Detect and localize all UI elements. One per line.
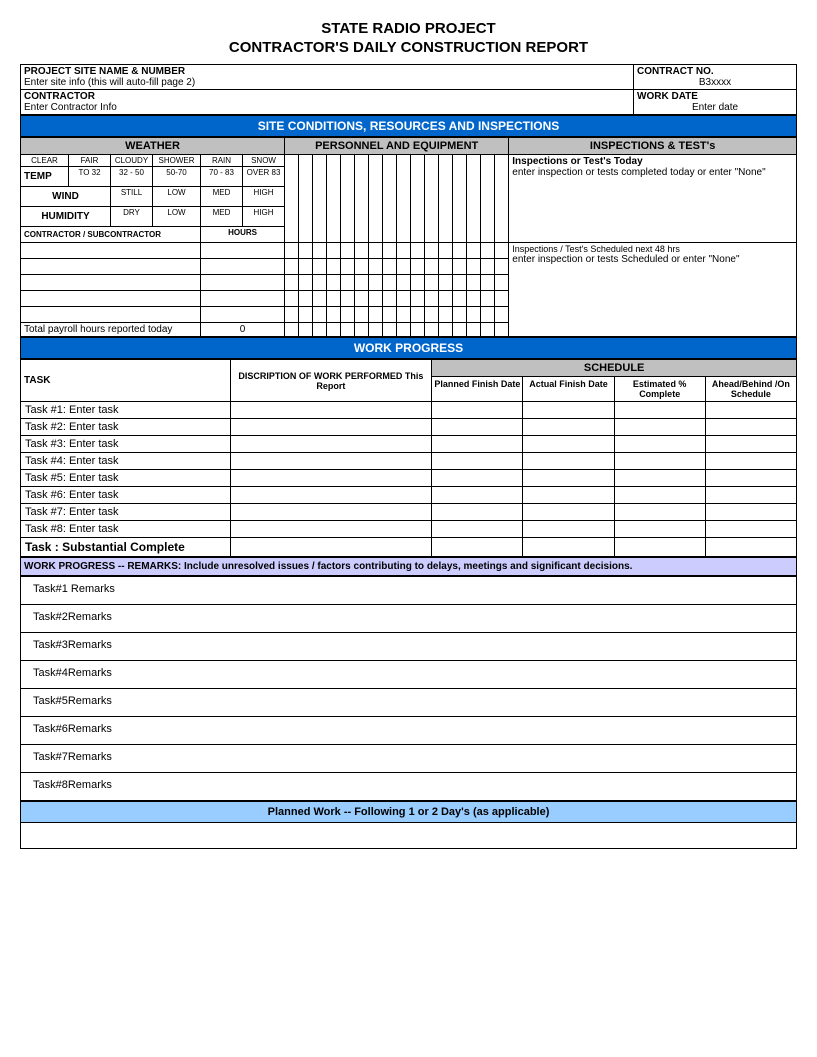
weather-header: WEATHER (21, 138, 285, 155)
hours-label: HOURS (201, 227, 285, 243)
planned-work-table: Planned Work -- Following 1 or 2 Day's (… (20, 801, 797, 849)
wind-label: WIND (21, 187, 111, 207)
temp-4: OVER 83 (243, 167, 285, 187)
insp-today-value[interactable]: enter inspection or tests completed toda… (512, 167, 793, 178)
report-title-2: CONTRACTOR'S DAILY CONSTRUCTION REPORT (20, 39, 797, 56)
weather-col-1: FAIR (69, 155, 111, 167)
remark-row[interactable]: Task#6Remarks (21, 717, 797, 745)
task-row: Task #5: Enter task (21, 470, 797, 487)
pe-col[interactable] (285, 155, 299, 243)
task-row: Task #8: Enter task (21, 521, 797, 538)
site-conditions-header: SITE CONDITIONS, RESOURCES AND INSPECTIO… (20, 115, 797, 137)
sched-col-0: Planned Finish Date (432, 377, 523, 402)
contractor-label: CONTRACTOR (24, 91, 630, 102)
contract-label: CONTRACT NO. (637, 66, 793, 77)
total-payroll-value: 0 (201, 323, 285, 337)
task-row: Task #1: Enter task (21, 402, 797, 419)
temp-3: 70 - 83 (201, 167, 243, 187)
task-row: Task #2: Enter task (21, 419, 797, 436)
wind-2: MED (201, 187, 243, 207)
desc-header: DISCRIPTION OF WORK PERFORMED This Repor… (230, 360, 432, 402)
hum-2: MED (201, 207, 243, 227)
remark-row[interactable]: Task#5Remarks (21, 689, 797, 717)
hum-0: DRY (111, 207, 153, 227)
personnel-header: PERSONNEL AND EQUIPMENT (285, 138, 509, 155)
work-progress-header: WORK PROGRESS (20, 337, 797, 359)
hum-1: LOW (153, 207, 201, 227)
remark-row[interactable]: Task#4Remarks (21, 661, 797, 689)
workdate-value[interactable]: Enter date (637, 102, 793, 113)
schedule-header: SCHEDULE (432, 360, 797, 377)
planned-work-header: Planned Work -- Following 1 or 2 Day's (… (21, 802, 797, 823)
inspections-header: INSPECTIONS & TEST's (509, 138, 797, 155)
task-row: Task #7: Enter task (21, 504, 797, 521)
remark-row[interactable]: Task#2Remarks (21, 605, 797, 633)
contractor-sub-label: CONTRACTOR / SUBCONTRACTOR (21, 227, 201, 243)
total-payroll-label: Total payroll hours reported today (21, 323, 201, 337)
site-conditions-table: WEATHER PERSONNEL AND EQUIPMENT INSPECTI… (20, 137, 797, 337)
report-title-1: STATE RADIO PROJECT (20, 20, 797, 37)
header-table: PROJECT SITE NAME & NUMBER Enter site in… (20, 64, 797, 115)
contractor-value[interactable]: Enter Contractor Info (24, 102, 630, 113)
sched-col-3: Ahead/Behind /On Schedule (705, 377, 796, 402)
contract-value[interactable]: B3xxxx (637, 77, 793, 88)
temp-0: TO 32 (69, 167, 111, 187)
weather-col-2: CLOUDY (111, 155, 153, 167)
task-header: TASK (21, 360, 231, 402)
humidity-label: HUMIDITY (21, 207, 111, 227)
wind-0: STILL (111, 187, 153, 207)
planned-work-entry[interactable] (21, 823, 797, 849)
insp-sched-value[interactable]: enter inspection or tests Scheduled or e… (512, 254, 793, 265)
wind-1: LOW (153, 187, 201, 207)
task-row: Task #3: Enter task (21, 436, 797, 453)
site-conditions-title: SITE CONDITIONS, RESOURCES AND INSPECTIO… (21, 116, 797, 137)
substantial-row: Task : Substantial Complete (21, 538, 797, 557)
insp-sched-label: Inspections / Test's Scheduled next 48 h… (512, 244, 793, 254)
weather-col-3: SHOWER (153, 155, 201, 167)
remark-row[interactable]: Task#3Remarks (21, 633, 797, 661)
work-progress-title: WORK PROGRESS (21, 338, 797, 359)
task-row: Task #6: Enter task (21, 487, 797, 504)
temp-1: 32 - 50 (111, 167, 153, 187)
weather-col-0: CLEAR (21, 155, 69, 167)
remarks-table: Task#1 Remarks Task#2Remarks Task#3Remar… (20, 576, 797, 801)
remark-row[interactable]: Task#7Remarks (21, 745, 797, 773)
remarks-header: WORK PROGRESS -- REMARKS: Include unreso… (21, 558, 797, 576)
weather-col-5: SNOW (243, 155, 285, 167)
work-progress-table: TASK DISCRIPTION OF WORK PERFORMED This … (20, 359, 797, 557)
sched-col-1: Actual Finish Date (523, 377, 614, 402)
weather-col-4: RAIN (201, 155, 243, 167)
temp-label: TEMP (21, 167, 69, 187)
workdate-label: WORK DATE (637, 91, 793, 102)
sched-col-2: Estimated % Complete (614, 377, 705, 402)
remark-row[interactable]: Task#8Remarks (21, 773, 797, 801)
site-value[interactable]: Enter site info (this will auto-fill pag… (24, 77, 630, 88)
insp-today-label: Inspections or Test's Today (512, 156, 793, 167)
task-row: Task #4: Enter task (21, 453, 797, 470)
remarks-header-table: WORK PROGRESS -- REMARKS: Include unreso… (20, 557, 797, 576)
wind-3: HIGH (243, 187, 285, 207)
remark-row[interactable]: Task#1 Remarks (21, 577, 797, 605)
temp-2: 50-70 (153, 167, 201, 187)
site-label: PROJECT SITE NAME & NUMBER (24, 66, 630, 77)
hum-3: HIGH (243, 207, 285, 227)
